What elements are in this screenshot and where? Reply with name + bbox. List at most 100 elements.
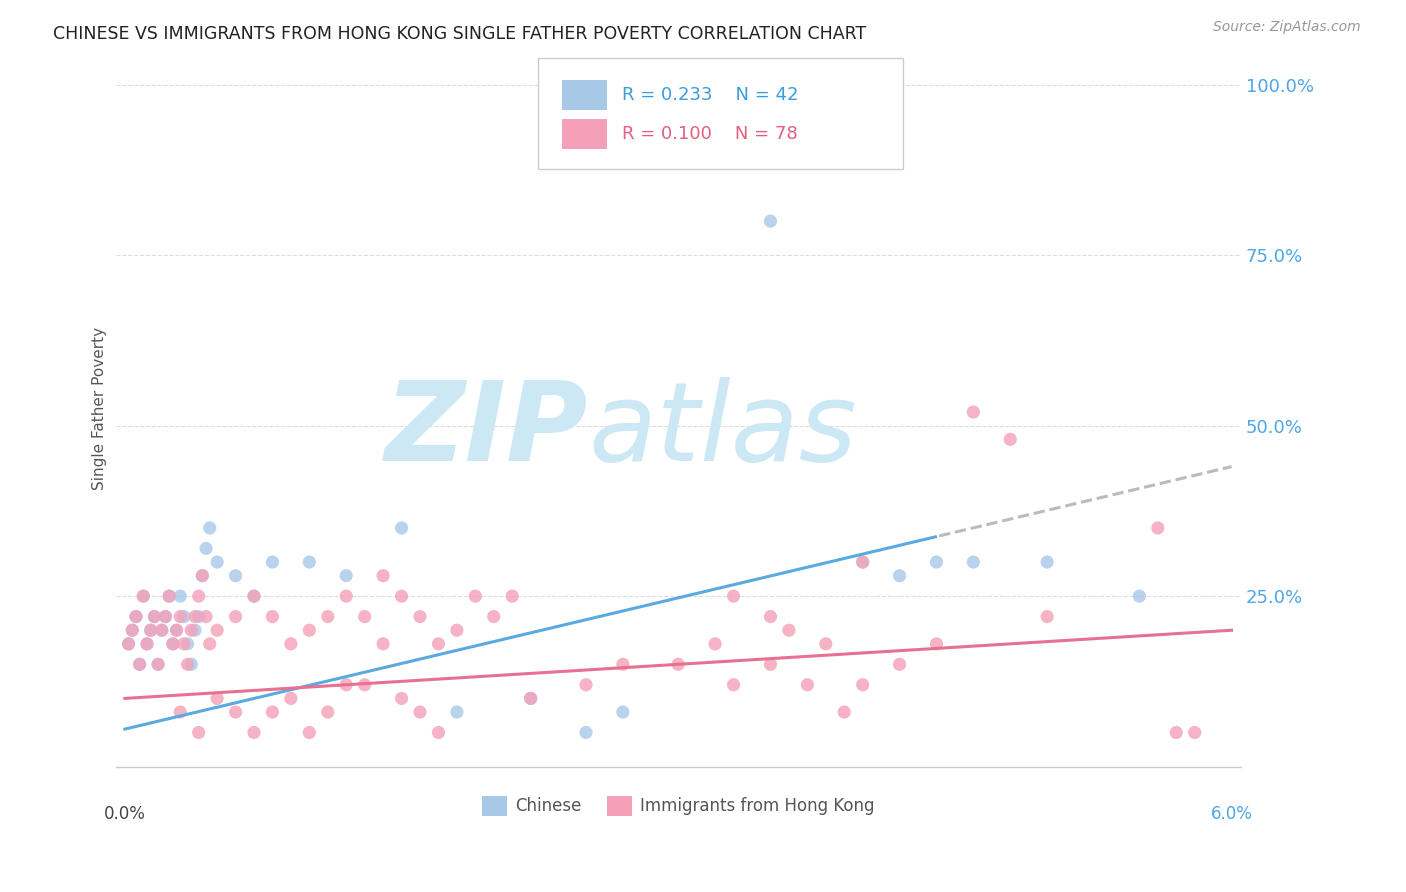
Point bbox=[759, 214, 782, 228]
Point bbox=[391, 589, 413, 603]
Point bbox=[778, 624, 800, 638]
Point bbox=[155, 609, 177, 624]
Point bbox=[852, 555, 875, 569]
Point bbox=[184, 609, 207, 624]
Text: Source: ZipAtlas.com: Source: ZipAtlas.com bbox=[1213, 20, 1361, 34]
Text: ZIP: ZIP bbox=[385, 376, 588, 483]
Point bbox=[121, 624, 143, 638]
Point bbox=[316, 705, 339, 719]
Point bbox=[298, 555, 321, 569]
Point bbox=[173, 637, 195, 651]
Point bbox=[723, 678, 745, 692]
Y-axis label: Single Father Poverty: Single Father Poverty bbox=[93, 327, 107, 491]
Point bbox=[298, 624, 321, 638]
Point bbox=[889, 568, 911, 582]
Point bbox=[759, 657, 782, 672]
Point bbox=[162, 637, 184, 651]
Point bbox=[409, 705, 432, 719]
Point bbox=[759, 609, 782, 624]
Point bbox=[146, 657, 169, 672]
Point bbox=[335, 678, 357, 692]
FancyBboxPatch shape bbox=[562, 80, 607, 110]
Point bbox=[280, 691, 302, 706]
Point bbox=[150, 624, 173, 638]
Point bbox=[1036, 555, 1059, 569]
Point bbox=[704, 637, 727, 651]
Point bbox=[184, 624, 207, 638]
Text: 6.0%: 6.0% bbox=[1211, 805, 1253, 823]
Point bbox=[176, 657, 198, 672]
Point bbox=[157, 589, 180, 603]
Text: 0.0%: 0.0% bbox=[104, 805, 146, 823]
Point bbox=[125, 609, 148, 624]
Point bbox=[427, 725, 450, 739]
Point bbox=[169, 609, 191, 624]
Point bbox=[814, 637, 837, 651]
Point bbox=[195, 541, 218, 556]
Point bbox=[132, 589, 155, 603]
Point bbox=[243, 589, 266, 603]
Point bbox=[225, 705, 247, 719]
Text: R = 0.100    N = 78: R = 0.100 N = 78 bbox=[621, 125, 797, 143]
Point bbox=[1146, 521, 1168, 535]
Point bbox=[925, 555, 948, 569]
Point bbox=[173, 609, 195, 624]
Point bbox=[852, 555, 875, 569]
Point bbox=[666, 132, 689, 146]
Point bbox=[180, 624, 202, 638]
Point bbox=[243, 725, 266, 739]
Point bbox=[198, 637, 221, 651]
Point bbox=[169, 589, 191, 603]
Point bbox=[191, 568, 214, 582]
Point bbox=[519, 691, 541, 706]
Point bbox=[1184, 725, 1206, 739]
FancyBboxPatch shape bbox=[562, 119, 607, 149]
Point bbox=[205, 555, 228, 569]
Point bbox=[391, 521, 413, 535]
Point bbox=[612, 705, 634, 719]
Point bbox=[335, 589, 357, 603]
Text: atlas: atlas bbox=[588, 376, 856, 483]
Point bbox=[128, 657, 150, 672]
Point bbox=[298, 725, 321, 739]
Point bbox=[280, 637, 302, 651]
Point bbox=[139, 624, 162, 638]
Point bbox=[150, 624, 173, 638]
Point bbox=[198, 521, 221, 535]
Legend: Chinese, Immigrants from Hong Kong: Chinese, Immigrants from Hong Kong bbox=[475, 789, 882, 822]
Point bbox=[575, 725, 598, 739]
Point bbox=[143, 609, 166, 624]
Point bbox=[1000, 433, 1022, 447]
Point bbox=[962, 555, 984, 569]
Point bbox=[335, 568, 357, 582]
Point bbox=[136, 637, 159, 651]
Point bbox=[243, 589, 266, 603]
Point bbox=[166, 624, 188, 638]
Point bbox=[176, 637, 198, 651]
Text: CHINESE VS IMMIGRANTS FROM HONG KONG SINGLE FATHER POVERTY CORRELATION CHART: CHINESE VS IMMIGRANTS FROM HONG KONG SIN… bbox=[53, 25, 866, 43]
Point bbox=[155, 609, 177, 624]
Point bbox=[371, 568, 394, 582]
Point bbox=[962, 405, 984, 419]
Point bbox=[1036, 609, 1059, 624]
Point bbox=[262, 705, 284, 719]
Point bbox=[575, 678, 598, 692]
Point bbox=[117, 637, 139, 651]
Point bbox=[180, 657, 202, 672]
Point bbox=[205, 624, 228, 638]
Point bbox=[187, 589, 209, 603]
Point bbox=[832, 705, 855, 719]
Point bbox=[169, 705, 191, 719]
Point bbox=[501, 589, 523, 603]
Point bbox=[125, 609, 148, 624]
Point bbox=[195, 609, 218, 624]
Point bbox=[143, 609, 166, 624]
Point bbox=[519, 691, 541, 706]
Point bbox=[446, 624, 468, 638]
Point bbox=[162, 637, 184, 651]
Point bbox=[121, 624, 143, 638]
Point bbox=[796, 678, 818, 692]
Point bbox=[1128, 589, 1150, 603]
Point bbox=[225, 609, 247, 624]
Point bbox=[187, 609, 209, 624]
